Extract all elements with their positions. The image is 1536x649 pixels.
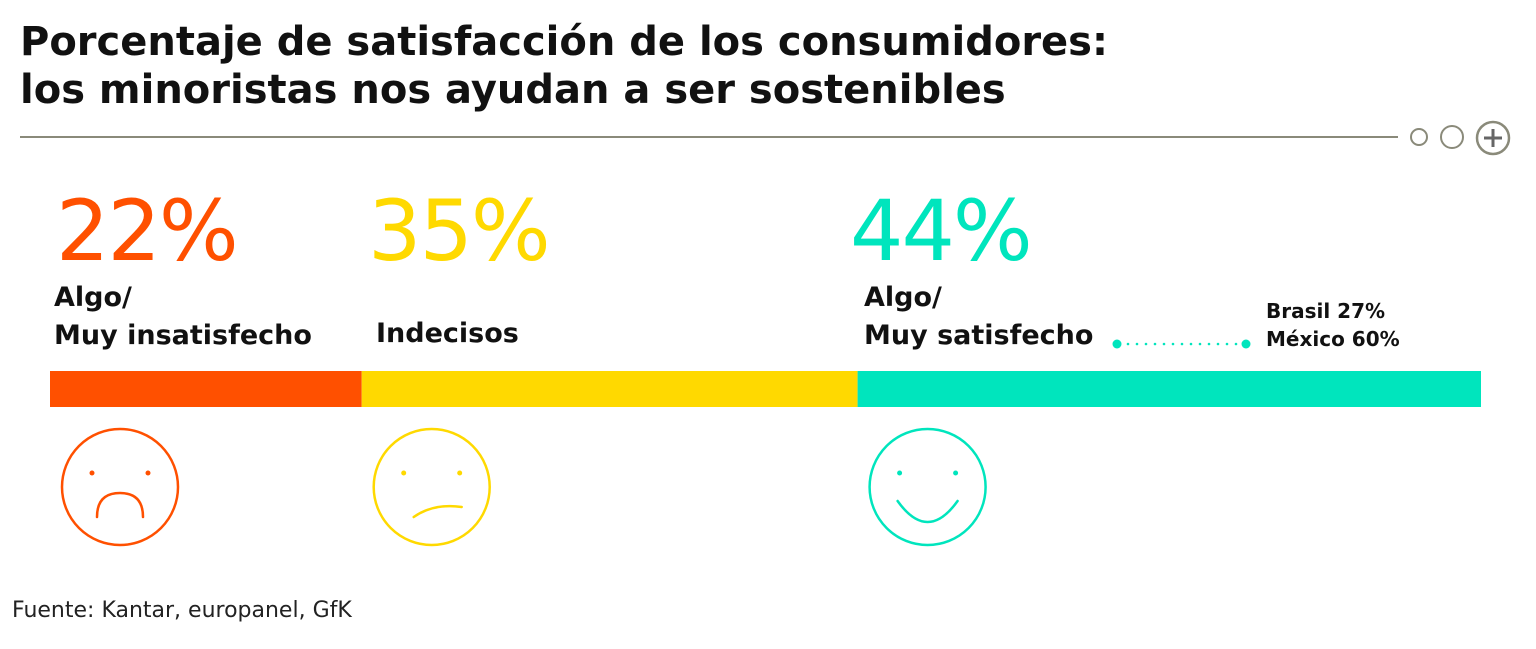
category-label-insatisfecho-line2: Muy insatisfecho: [54, 320, 312, 351]
country-annotation: Brasil 27% México 60%: [1266, 297, 1400, 353]
chart-title: Porcentaje de satisfacción de los consum…: [20, 18, 1320, 114]
plus-circle-icon[interactable]: [1475, 120, 1511, 156]
bar-segment-2: [361, 371, 858, 407]
category-label-satisfecho-line1: Algo/: [864, 282, 942, 313]
happy-face-icon: [868, 427, 987, 547]
annotation-connector: [1112, 339, 1251, 349]
title-line-1: Porcentaje de satisfacción de los consum…: [20, 19, 1108, 65]
bar-segment-1: [50, 371, 362, 407]
source-note: Fuente: Kantar, europanel, GfK: [12, 598, 352, 623]
category-label-insatisfecho-line1: Algo/: [54, 282, 132, 313]
annotation-brasil: Brasil 27%: [1266, 299, 1386, 323]
small-circle-icon[interactable]: [1410, 128, 1428, 146]
annotation-mexico: México 60%: [1266, 327, 1400, 351]
title-line-2: los minoristas nos ayudan a ser sostenib…: [20, 67, 1006, 113]
category-label-satisfecho-line2: Muy satisfecho: [864, 320, 1094, 351]
neutral-face-icon: [372, 427, 491, 547]
bar-segment-3: [857, 371, 1481, 407]
title-divider: [20, 136, 1398, 138]
value-label-satisfecho: 44%: [850, 182, 1033, 280]
value-label-indecisos: 35%: [368, 182, 551, 280]
medium-circle-icon[interactable]: [1440, 125, 1464, 149]
sad-face-icon: [60, 427, 180, 547]
category-label-indecisos: Indecisos: [376, 318, 519, 349]
value-label-insatisfecho: 22%: [56, 182, 239, 280]
